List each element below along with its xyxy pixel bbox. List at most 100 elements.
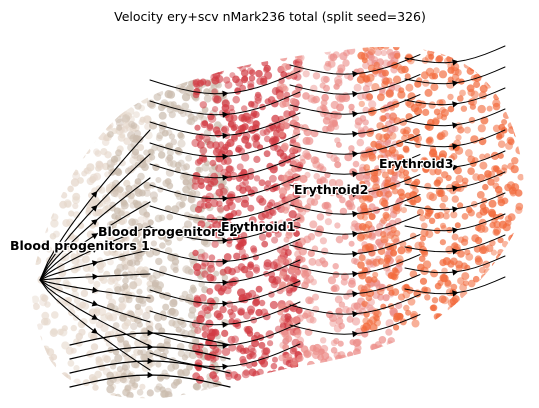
cell-point [254, 91, 262, 98]
cell-point [244, 325, 253, 334]
cell-point [132, 199, 139, 206]
cell-point [314, 193, 321, 200]
cell-point [172, 362, 180, 370]
cell-point [295, 371, 303, 379]
cell-point [133, 374, 141, 382]
cell-point [197, 310, 206, 319]
cell-point [404, 100, 412, 107]
cell-point [202, 135, 211, 143]
cell-point [112, 322, 120, 329]
cell-point [477, 124, 486, 133]
cell-point [402, 169, 410, 176]
cell-point [83, 141, 92, 150]
cell-point [368, 100, 377, 109]
cell-point [102, 205, 110, 214]
cell-point [118, 301, 127, 310]
cell-point [330, 154, 338, 162]
cell-point [96, 161, 105, 171]
cell-point [422, 108, 430, 116]
cell-point [394, 52, 401, 59]
cell-point [127, 92, 135, 100]
cell-point [146, 249, 154, 258]
velocity-arrowhead [147, 343, 154, 351]
cell-point [468, 298, 476, 306]
cell-point [193, 190, 201, 198]
cell-point [97, 119, 107, 129]
cell-point [481, 277, 489, 284]
cell-point [137, 216, 145, 224]
cell-point [220, 285, 227, 292]
cell-point [507, 256, 515, 263]
cell-point [136, 288, 143, 295]
cell-point [117, 186, 124, 194]
cell-point [198, 392, 206, 399]
cell-point [203, 176, 211, 184]
cell-point [217, 141, 225, 148]
cell-point [227, 212, 234, 219]
cell-point [445, 245, 454, 254]
cell-point [225, 165, 234, 173]
cell-point [140, 353, 148, 361]
cell-point [312, 72, 321, 80]
cell-point [380, 49, 388, 57]
cell-point [358, 100, 365, 108]
cell-point [235, 209, 242, 216]
velocity-arrowhead [91, 260, 99, 267]
cell-point [73, 297, 81, 305]
cell-point [139, 396, 146, 399]
cell-point [74, 393, 81, 399]
cell-point [366, 289, 375, 298]
cell-point [461, 47, 469, 55]
cell-point [496, 79, 504, 87]
cell-point [479, 153, 486, 160]
cell-point [367, 152, 376, 160]
cell-point [384, 179, 392, 187]
cell-point [55, 392, 63, 399]
cell-point [142, 91, 150, 98]
cell-point [517, 101, 524, 109]
cell-point [121, 364, 128, 371]
velocity-arrowhead [222, 237, 229, 244]
cell-point [107, 258, 114, 266]
cell-point [126, 226, 135, 234]
cell-point [155, 361, 162, 368]
cell-point [479, 203, 487, 210]
cell-point [221, 99, 230, 108]
cell-point [108, 105, 118, 114]
cell-point [471, 200, 478, 208]
cell-point [286, 229, 293, 236]
cell-point [31, 106, 38, 114]
cell-point [348, 240, 355, 247]
cell-point [464, 249, 471, 256]
cell-point [149, 154, 156, 161]
cell-point [405, 83, 414, 92]
velocity-arrowhead [222, 279, 229, 286]
cell-point [425, 209, 433, 217]
cell-point [45, 118, 54, 127]
cell-point [49, 106, 58, 115]
cell-point [131, 151, 139, 159]
cell-point [97, 267, 104, 274]
cell-point [333, 324, 342, 333]
cell-point [115, 89, 122, 97]
velocity-arrowhead [352, 290, 359, 298]
cell-point [468, 300, 477, 309]
cell-point [143, 181, 151, 189]
cell-point [79, 146, 88, 155]
cell-point [69, 88, 77, 96]
cell-point [521, 236, 524, 244]
cell-point [102, 93, 111, 101]
cell-point [166, 213, 174, 221]
cell-point [279, 370, 287, 378]
cell-point [66, 234, 73, 241]
cell-point [209, 159, 217, 167]
cell-point [191, 337, 200, 345]
cell-point [69, 108, 77, 116]
cell-point [428, 72, 436, 80]
cell-point [405, 245, 413, 252]
cell-point [255, 308, 263, 317]
cell-point [469, 289, 478, 297]
cell-point [204, 353, 212, 361]
cell-point [457, 277, 465, 285]
